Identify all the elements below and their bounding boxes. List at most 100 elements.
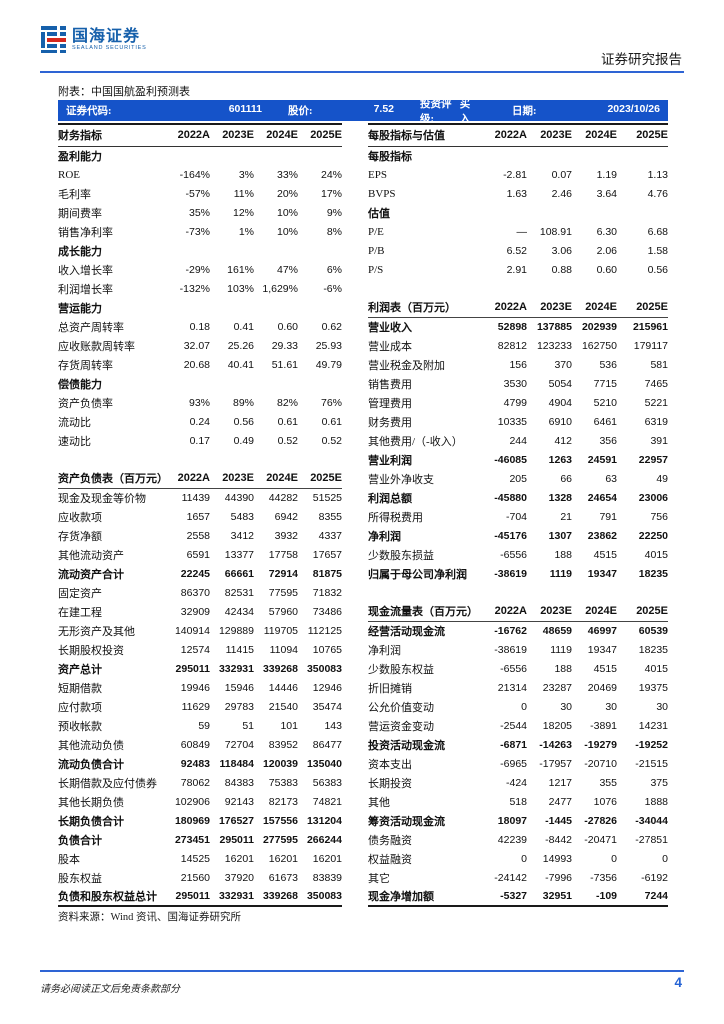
cell-value: 73486 [312,605,342,618]
cell-value: 0.18 [189,320,210,333]
cell-value: 3.64 [596,187,617,200]
table-row: 营业利润 -46085 1263 24591 22957 [368,450,668,469]
cell-value: 0.17 [189,434,210,447]
cell-value [298,450,342,469]
cell-value: 2558 [186,529,210,542]
cell-value: 18205 [542,719,572,732]
row-label: 管理费用 [368,397,412,410]
cell-value: 24% [320,168,342,181]
cell-value: 86370 [180,586,210,599]
cell-value: -57% [185,187,210,200]
table-row: 折旧摊销 21314 23287 20469 19375 [368,678,668,697]
row-label: 筹资活动现金流 [368,815,445,828]
cell-value [254,374,298,393]
cell-value: 1217 [548,776,572,789]
cell-value: -6871 [500,738,527,751]
table-row: 销售费用 3530 5054 7715 7465 [368,374,668,393]
cell-value: 10% [276,225,298,238]
stock-code-label: 证券代码: [66,106,112,117]
cell-value: 46997 [587,624,617,637]
cell-value: 339268 [262,662,298,675]
cell-value: 16201 [268,852,298,865]
cell-value: 112125 [307,624,342,637]
table-header-row: 每股指标与估值 2022A 2023E 2024E 2025E [368,124,668,147]
row-label: 流动资产合计 [58,568,124,581]
row-label: 每股指标 [368,150,412,163]
row-label: 少数股东损益 [368,549,434,562]
source-note: 资料来源：Wind 资讯、国海证券研究所 [58,912,242,923]
table-row: 营业成本 82812 123233 162750 179117 [368,336,668,355]
cell-value: 129889 [218,624,254,637]
cell-value: 162750 [581,339,617,352]
row-label: 长期投资 [368,777,412,790]
cell-value: 0 [521,852,527,865]
cell-value: 8% [326,225,342,238]
row-label: 所得税费用 [368,511,423,524]
cell-value: 81875 [312,567,342,580]
table-row: 权益融资 0 14993 0 0 [368,849,668,868]
table-row: 投资活动现金流 -6871 -14263 -19279 -19252 [368,735,668,754]
year-column-header: 2023E [527,124,572,147]
table-row: 营业外净收支 205 66 63 49 [368,469,668,488]
cell-value: 6591 [186,548,210,561]
cell-value: 71832 [312,586,342,599]
cell-value: 6.52 [506,244,527,257]
cell-value [254,146,298,165]
cell-value: 4799 [503,396,527,409]
cell-value: 179117 [633,339,668,352]
cell-value: 332931 [218,662,254,675]
cell-value: 1.19 [596,168,617,181]
cell-value: 18097 [497,814,527,827]
cell-value: -8442 [545,833,572,846]
row-label: 其他流动负债 [58,739,124,752]
row-label: 销售费用 [368,378,412,391]
per-share-and-statements-table: 每股指标与估值 2022A 2023E 2024E 2025E 每股指标 EPS -2.81 0… [368,123,668,907]
table-row: 盈利能力 [58,146,342,165]
sealand-logo-icon [41,26,66,53]
row-label: 应收账款周转率 [58,340,135,353]
table-row: 现金流量表（百万元） 2022A 2023E 2024E 2025E [368,602,668,622]
row-label: 净利润 [368,644,401,657]
cell-value: 536 [599,358,617,371]
cell-value: 40.41 [227,358,254,371]
cell-value: 15946 [224,681,254,694]
stock-code-group: 证券代码: 601111 [66,103,262,118]
table-row: 无形资产及其他 140914 129889 119705 112125 [58,621,342,640]
cell-value: 0 [521,700,527,713]
cell-value: -17957 [539,757,572,770]
cell-value: 19347 [587,567,617,580]
cell-value: 1076 [593,795,617,808]
table-row: 财务费用 10335 6910 6461 6319 [368,412,668,431]
cell-value: 5483 [230,510,254,523]
table-row: 固定资产 86370 82531 77595 71832 [58,583,342,602]
cell-value: 215961 [632,320,668,333]
cell-value: 35% [188,206,210,219]
cell-value: -6965 [500,757,527,770]
cell-value: 23862 [587,529,617,542]
cell-value: 1.13 [647,168,668,181]
row-label: 现金及现金等价物 [58,492,146,505]
cell-value: 23287 [542,681,572,694]
year-column-header: 2022A [166,124,210,147]
cell-value: 339268 [262,890,298,902]
cell-value [617,279,668,298]
table-row: 存货净额 2558 3412 3932 4337 [58,526,342,545]
row-label: 现金净增加额 [368,891,434,903]
cell-value: 21 [560,510,572,523]
table-row: 短期借款 19946 15946 14446 12946 [58,678,342,697]
cell-value [166,450,210,469]
table-row: 在建工程 32909 42434 57960 73486 [58,602,342,621]
cell-value: 2.06 [596,244,617,257]
cell-value: 2024E [254,469,298,489]
cell-value: 6942 [274,510,298,523]
cell-value [482,583,527,602]
cell-value: 77595 [268,586,298,599]
cell-value: 119705 [263,624,298,637]
cell-value: 295011 [175,890,210,902]
cell-value: 295011 [219,833,254,846]
table-row: 少数股东权益 -6556 188 4515 4015 [368,659,668,678]
cell-value: 44282 [268,491,298,504]
cell-value: 89% [232,396,254,409]
cell-value: 0.56 [233,415,254,428]
cell-value: 350083 [306,662,342,675]
